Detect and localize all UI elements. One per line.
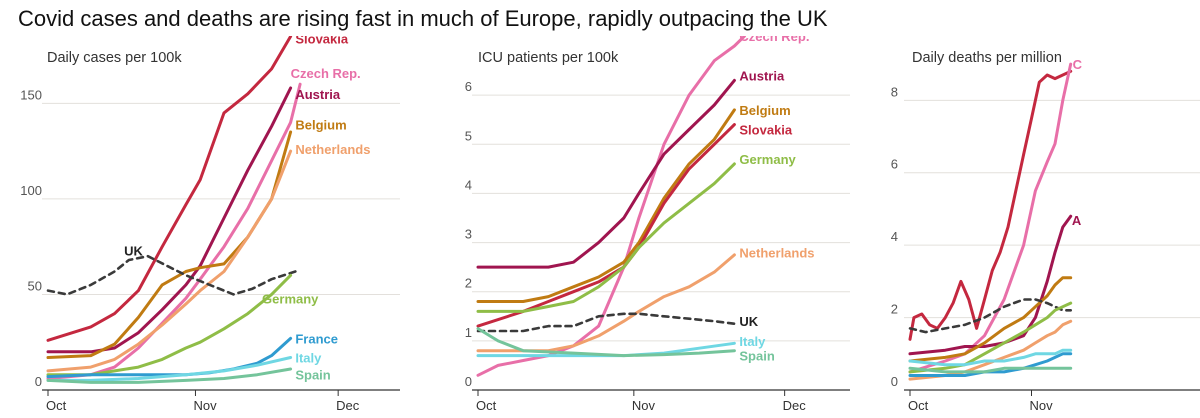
y-tick-label: 2 xyxy=(465,276,472,291)
icu-chart: 0 1 2 3 4 5 6 Oct Nov Dec Czech Rep. Austria Belgium… xyxy=(465,36,850,413)
series-label: Netherlands xyxy=(295,142,370,157)
x-tick-label: Nov xyxy=(1029,398,1053,413)
series-line-uk xyxy=(46,254,297,296)
series-line-austria xyxy=(908,214,1073,356)
x-tick-label: Oct xyxy=(46,398,67,413)
series-label: Slovakia xyxy=(739,123,793,138)
y-tick-label: 5 xyxy=(465,128,472,143)
series-label: Netherlands xyxy=(739,245,814,260)
series-label: Austria xyxy=(739,68,785,83)
series-line-uk xyxy=(908,298,1072,334)
series-label: UK xyxy=(124,243,143,258)
series-line-belgium xyxy=(46,130,293,359)
x-tick-label: Dec xyxy=(336,398,360,413)
series-line-austria xyxy=(46,86,293,354)
series-line-germany xyxy=(476,162,736,313)
series-line-uk xyxy=(476,312,736,333)
x-tick-label: Oct xyxy=(908,398,929,413)
series-line-italy xyxy=(46,356,293,382)
y-tick-label: 0 xyxy=(35,374,42,389)
series-line-belgium xyxy=(908,276,1073,363)
series-label: Italy xyxy=(295,351,322,366)
y-tick-label: 3 xyxy=(465,227,472,242)
y-tick-label: 100 xyxy=(20,183,42,198)
series-label: Czech Rep. xyxy=(291,66,361,81)
x-tick-label: Nov xyxy=(632,398,656,413)
series-line-italy xyxy=(908,348,1073,367)
headline: Covid cases and deaths are rising fast i… xyxy=(18,6,828,31)
series-line-slovakia xyxy=(46,36,293,342)
series-label: Spain xyxy=(295,368,330,383)
cases-chart: 0 50 100 150 Oct Nov Dec Slovakia Czech Rep. Aust… xyxy=(20,36,400,413)
series-label: C xyxy=(1073,57,1083,72)
chart-title-icu: ICU patients per 100k xyxy=(478,50,619,66)
series-label: Austria xyxy=(295,87,341,102)
series-label: Belgium xyxy=(739,103,790,118)
y-tick-label: 6 xyxy=(891,157,898,172)
series-label: Slovakia xyxy=(295,36,349,46)
x-tick-label: Oct xyxy=(476,398,497,413)
series-line-slovakia xyxy=(908,69,1073,341)
series-line-spain xyxy=(908,366,1073,374)
chart-title-cases: Daily cases per 100k xyxy=(47,50,182,66)
chart-panel-deaths: Daily deaths per million 0 2 4 6 8 Oct Nov C A xyxy=(870,36,1200,418)
series-line-netherlands xyxy=(46,149,293,373)
x-tick-label: Dec xyxy=(783,398,807,413)
y-tick-label: 50 xyxy=(28,278,42,293)
chart-panel-cases: Daily cases per 100k 0 50 100 150 Oct Nov Dec S… xyxy=(0,36,400,418)
y-tick-label: 2 xyxy=(891,302,898,317)
series-line-germany xyxy=(46,273,293,377)
y-tick-label: 0 xyxy=(465,374,472,389)
series-line-belgium xyxy=(476,108,736,303)
series-line-spain xyxy=(46,367,293,384)
series-line-austria xyxy=(476,78,736,269)
series-label: Belgium xyxy=(295,117,346,132)
series-label: Italy xyxy=(739,334,766,349)
series-label: Germany xyxy=(739,152,796,167)
series-line-czech-rep xyxy=(46,82,302,380)
y-tick-label: 1 xyxy=(465,325,472,340)
series-label: Spain xyxy=(739,349,774,364)
y-tick-label: 4 xyxy=(891,229,898,244)
series-label: France xyxy=(295,331,338,346)
series-line-czech-rep xyxy=(476,36,746,377)
y-tick-label: 8 xyxy=(891,84,898,99)
deaths-chart: 0 2 4 6 8 Oct Nov C A xyxy=(891,57,1200,413)
series-label: UK xyxy=(739,314,758,329)
y-tick-label: 4 xyxy=(465,177,472,192)
series-label: Czech Rep. xyxy=(739,36,809,44)
series-line-spain xyxy=(476,327,736,358)
chart-title-deaths: Daily deaths per million xyxy=(912,50,1062,66)
x-tick-label: Nov xyxy=(193,398,217,413)
series-line-slovakia xyxy=(476,123,736,328)
series-label: A xyxy=(1072,213,1082,228)
chart-panel-icu: ICU patients per 100k 0 1 2 3 4 5 6 Oct Nov Dec Cz… xyxy=(430,36,850,418)
y-tick-label: 150 xyxy=(20,87,42,102)
y-tick-label: 6 xyxy=(465,79,472,94)
y-tick-label: 0 xyxy=(891,374,898,389)
series-label: Germany xyxy=(262,291,319,306)
